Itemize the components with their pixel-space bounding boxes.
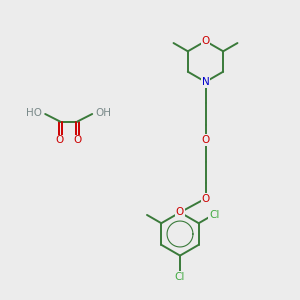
Text: O: O [73,135,82,146]
Text: OH: OH [96,108,112,118]
Text: O: O [176,207,184,218]
Text: Cl: Cl [175,272,185,282]
Text: O: O [201,36,210,46]
Text: O: O [56,135,64,146]
Text: O: O [201,135,210,145]
Text: HO: HO [26,108,42,118]
Text: N: N [202,77,209,87]
Text: Cl: Cl [209,210,220,220]
Text: O: O [201,194,210,203]
